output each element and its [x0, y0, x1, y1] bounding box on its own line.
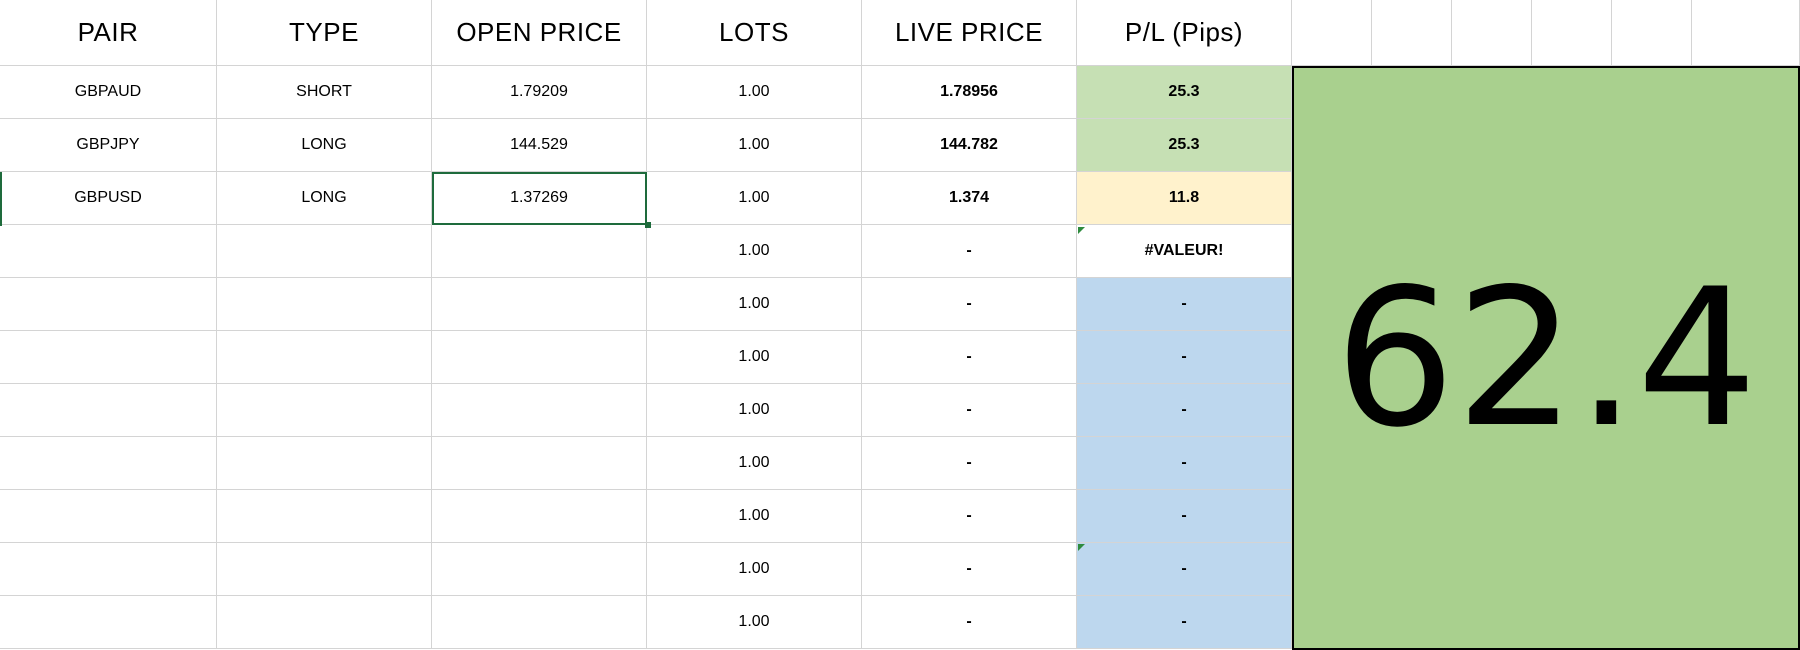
live-price-cell[interactable]: -	[862, 278, 1077, 331]
type-cell[interactable]	[217, 543, 432, 596]
lots-cell[interactable]: 1.00	[647, 490, 862, 543]
pair-cell[interactable]	[0, 596, 217, 649]
table-row: 1.00- -	[0, 331, 1800, 384]
pl-cell[interactable]: -	[1077, 596, 1292, 649]
live-price-cell[interactable]: 1.374	[862, 172, 1077, 225]
pl-cell[interactable]: -	[1077, 543, 1292, 596]
pl-cell[interactable]: -	[1077, 331, 1292, 384]
table-row: 1.00- -	[0, 437, 1800, 490]
header-live-price[interactable]: LIVE PRICE	[862, 0, 1077, 66]
live-price-cell[interactable]: -	[862, 490, 1077, 543]
empty-cell[interactable]	[1292, 0, 1372, 66]
type-cell[interactable]: LONG	[217, 172, 432, 225]
pl-cell[interactable]: -	[1077, 278, 1292, 331]
error-indicator-icon	[1078, 227, 1085, 234]
live-price-cell[interactable]: 144.782	[862, 119, 1077, 172]
empty-cell[interactable]	[1372, 0, 1452, 66]
lots-cell[interactable]: 1.00	[647, 66, 862, 119]
type-cell[interactable]	[217, 278, 432, 331]
error-indicator-icon	[1078, 544, 1085, 551]
type-cell[interactable]	[217, 384, 432, 437]
pair-cell[interactable]: GBPAUD	[0, 66, 217, 119]
type-cell[interactable]: SHORT	[217, 66, 432, 119]
table-row: GBPUSD LONG 1.37269 1.00 1.374 11.8	[0, 172, 1800, 225]
empty-cell[interactable]	[1612, 0, 1692, 66]
lots-cell[interactable]: 1.00	[647, 119, 862, 172]
type-cell[interactable]	[217, 437, 432, 490]
pl-cell[interactable]: -	[1077, 490, 1292, 543]
lots-cell[interactable]: 1.00	[647, 172, 862, 225]
lots-cell[interactable]: 1.00	[647, 384, 862, 437]
pair-cell[interactable]	[0, 331, 217, 384]
open-price-cell[interactable]	[432, 225, 647, 278]
lots-cell[interactable]: 1.00	[647, 543, 862, 596]
total-pips-display[interactable]: 62.4	[1292, 66, 1800, 650]
type-cell[interactable]	[217, 596, 432, 649]
open-price-cell[interactable]: 1.79209	[432, 66, 647, 119]
pl-cell[interactable]: 25.3	[1077, 66, 1292, 119]
pair-cell[interactable]	[0, 384, 217, 437]
type-cell[interactable]: LONG	[217, 119, 432, 172]
open-price-cell[interactable]: 1.37269	[432, 172, 647, 225]
lots-cell[interactable]: 1.00	[647, 278, 862, 331]
open-price-cell[interactable]	[432, 596, 647, 649]
live-price-cell[interactable]: -	[862, 331, 1077, 384]
pl-cell[interactable]: #VALEUR!	[1077, 225, 1292, 278]
open-price-cell[interactable]	[432, 278, 647, 331]
pair-cell[interactable]: GBPJPY	[0, 119, 217, 172]
live-price-cell[interactable]: -	[862, 543, 1077, 596]
live-price-cell[interactable]: -	[862, 225, 1077, 278]
pl-cell[interactable]: 11.8	[1077, 172, 1292, 225]
header-row: PAIR TYPE OPEN PRICE LOTS LIVE PRICE P/L…	[0, 0, 1800, 66]
lots-cell[interactable]: 1.00	[647, 331, 862, 384]
open-price-cell[interactable]	[432, 384, 647, 437]
pair-cell[interactable]	[0, 278, 217, 331]
open-price-cell[interactable]	[432, 331, 647, 384]
open-price-cell[interactable]	[432, 490, 647, 543]
live-price-cell[interactable]: 1.78956	[862, 66, 1077, 119]
lots-cell[interactable]: 1.00	[647, 225, 862, 278]
type-cell[interactable]	[217, 331, 432, 384]
header-type[interactable]: TYPE	[217, 0, 432, 66]
type-cell[interactable]	[217, 225, 432, 278]
table-row: 1.00- -	[0, 596, 1800, 649]
empty-cell[interactable]	[1532, 0, 1612, 66]
live-price-cell[interactable]: -	[862, 437, 1077, 490]
fill-handle[interactable]	[645, 222, 651, 228]
pl-cell[interactable]: 25.3	[1077, 119, 1292, 172]
active-row-indicator	[0, 172, 2, 226]
open-price-cell[interactable]	[432, 543, 647, 596]
pair-cell[interactable]	[0, 543, 217, 596]
open-price-cell[interactable]	[432, 437, 647, 490]
pair-cell[interactable]	[0, 437, 217, 490]
live-price-cell[interactable]: -	[862, 384, 1077, 437]
lots-cell[interactable]: 1.00	[647, 596, 862, 649]
header-lots[interactable]: LOTS	[647, 0, 862, 66]
pl-cell[interactable]: -	[1077, 437, 1292, 490]
empty-cell[interactable]	[1692, 0, 1800, 66]
header-pair[interactable]: PAIR	[0, 0, 217, 66]
type-cell[interactable]	[217, 490, 432, 543]
header-pl-pips[interactable]: P/L (Pips)	[1077, 0, 1292, 66]
lots-cell[interactable]: 1.00	[647, 437, 862, 490]
header-open-price[interactable]: OPEN PRICE	[432, 0, 647, 66]
empty-cell[interactable]	[1452, 0, 1532, 66]
table-row: 1.00- -	[0, 278, 1800, 331]
table-row: GBPJPY LONG 144.529 1.00 144.782 25.3	[0, 119, 1800, 172]
pair-cell[interactable]	[0, 225, 217, 278]
pair-cell[interactable]: GBPUSD	[0, 172, 217, 225]
open-price-cell[interactable]: 144.529	[432, 119, 647, 172]
pair-cell[interactable]	[0, 490, 217, 543]
pl-cell[interactable]: -	[1077, 384, 1292, 437]
live-price-cell[interactable]: -	[862, 596, 1077, 649]
